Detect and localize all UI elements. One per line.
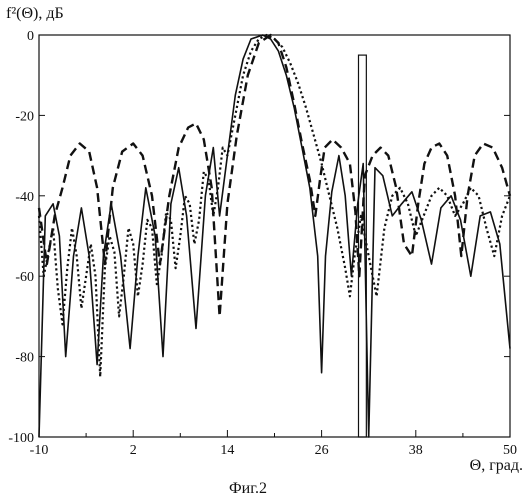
- x-tick-label: 26: [315, 443, 329, 458]
- y-axis-ticks: 0-20-40-60-80-100: [8, 29, 510, 446]
- x-tick-label: 50: [503, 443, 517, 458]
- plot-frame: [39, 35, 510, 437]
- y-tick-label: -20: [15, 109, 34, 124]
- x-axis-title: Θ, град.: [470, 457, 523, 474]
- series-solid-line: [39, 35, 510, 437]
- x-tick-label: 38: [409, 443, 423, 458]
- y-tick-label: -60: [15, 270, 34, 285]
- y-tick-label: 0: [27, 29, 34, 44]
- figure-caption: Фиг.2: [229, 480, 267, 497]
- x-tick-label: 14: [220, 443, 234, 458]
- y-axis-title: f²(Θ), дБ: [6, 5, 64, 22]
- x-tick-label: -10: [30, 443, 49, 458]
- y-tick-label: -80: [15, 351, 34, 366]
- x-axis-ticks: -10 2 14 26 38 50: [30, 430, 517, 458]
- x-tick-label: 2: [130, 443, 137, 458]
- series-dotted-line: [39, 35, 510, 377]
- series-layer: [39, 35, 510, 437]
- y-tick-label: -40: [15, 190, 34, 205]
- series-dashed-line: [39, 35, 510, 316]
